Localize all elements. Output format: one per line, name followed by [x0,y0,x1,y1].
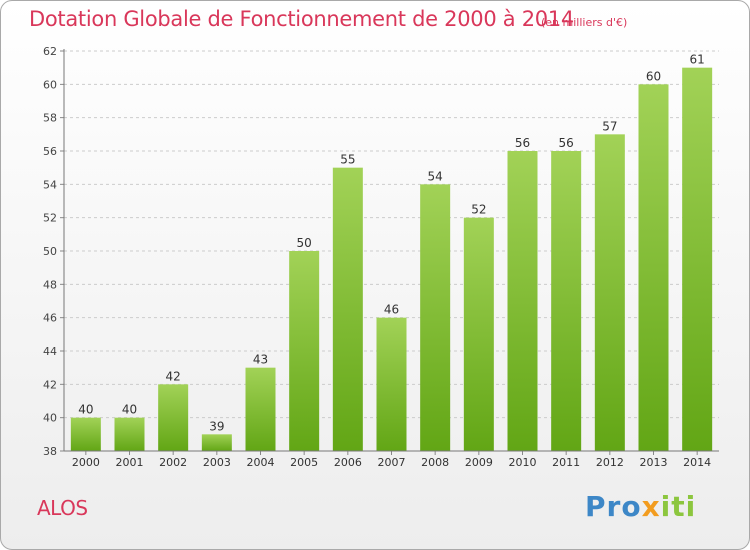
x-tick-label-2013: 2013 [640,456,668,469]
data-label-2005: 50 [297,236,312,250]
bar-2013 [638,84,669,451]
logo-part-pro: Pro [585,490,642,523]
commune-name: ALOS [37,496,88,520]
y-tick-label: 56 [43,145,57,158]
data-label-2008: 54 [428,169,443,183]
proxiti-logo[interactable]: Proxiti [585,490,696,523]
data-label-2000: 40 [78,403,93,417]
x-tick-label-2011: 2011 [552,456,580,469]
y-tick-label: 52 [43,212,57,225]
bar-2014 [682,67,713,452]
x-tick-label-2004: 2004 [247,456,275,469]
y-tick-label: 46 [43,312,57,325]
y-tick-label: 60 [43,78,57,91]
bar-2006 [332,167,363,451]
x-tick-label-2009: 2009 [465,456,493,469]
bar-2000 [70,417,101,451]
x-tick-label-2012: 2012 [596,456,624,469]
data-label-2010: 56 [515,136,530,150]
data-label-2013: 60 [646,69,661,83]
data-label-2014: 61 [690,53,705,67]
data-label-2011: 56 [559,136,574,150]
y-tick-label: 48 [43,278,57,291]
data-label-2007: 46 [384,303,399,317]
bar-2001 [114,417,145,451]
axes: 38 40 42 44 46 48 50 52 54 56 58 60 62 2000 2001 2002 20… [43,45,719,469]
bar-2005 [289,251,320,451]
y-tick-label: 38 [43,445,57,458]
chart-title: Dotation Globale de Fonctionnement de 20… [29,7,574,31]
y-tick-label: 54 [43,178,57,191]
x-tick-label-2005: 2005 [290,456,318,469]
y-tick-label: 40 [43,412,57,425]
chart-subtitle: (en milliers d'€) [541,16,628,29]
x-tick-label-2000: 2000 [72,456,100,469]
x-tick-label-2008: 2008 [421,456,449,469]
y-tick-label: 62 [43,45,57,58]
bars: 40 40 42 39 43 50 55 46 54 52 56 56 57 60 61 [70,53,713,452]
x-tick-label-2010: 2010 [509,456,537,469]
bar-2011 [551,151,582,451]
data-label-2012: 57 [602,119,617,133]
x-tick-label-2003: 2003 [203,456,231,469]
data-label-2003: 39 [209,419,224,433]
data-label-2001: 40 [122,403,137,417]
x-tick-label-2014: 2014 [683,456,711,469]
bar-2007 [376,317,407,451]
data-label-2002: 42 [166,369,181,383]
y-tick-label: 44 [43,345,57,358]
y-tick-label: 58 [43,112,57,125]
x-tick-label-2001: 2001 [116,456,144,469]
data-label-2004: 43 [253,353,268,367]
x-tick-label-2002: 2002 [159,456,187,469]
data-label-2009: 52 [471,203,486,217]
bar-2012 [594,134,625,452]
bar-2003 [201,434,232,451]
bar-2004 [245,367,276,451]
y-tick-label: 50 [43,245,57,258]
x-tick-label-2006: 2006 [334,456,362,469]
data-label-2006: 55 [340,153,355,167]
logo-part-x: x [641,490,661,523]
logo-part-iti: iti [660,490,697,523]
bar-2002 [158,384,189,451]
x-tick-label-2007: 2007 [378,456,406,469]
bar-2010 [507,151,538,451]
bar-2008 [420,184,451,452]
y-tick-label: 42 [43,378,57,391]
bar-2009 [463,217,494,451]
